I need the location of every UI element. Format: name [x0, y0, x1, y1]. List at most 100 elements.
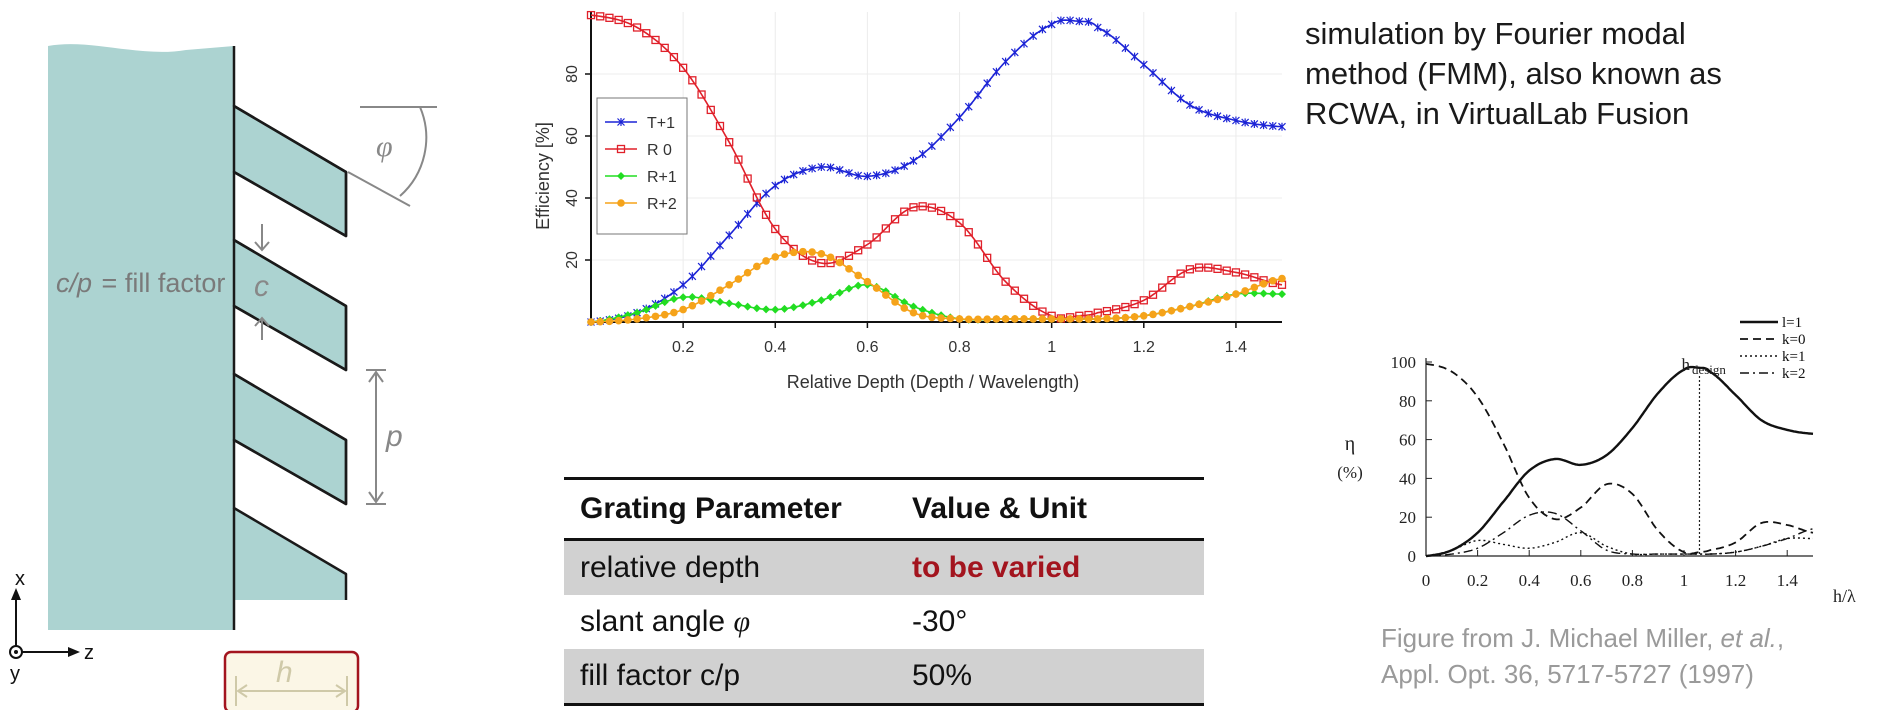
chart1-x-tick-label: 0.2: [672, 339, 694, 356]
chart1-y-axis-label: Efficiency [%]: [533, 122, 553, 230]
chart2-series: [1425, 363, 1814, 558]
axis-x-label: x: [15, 568, 25, 590]
chart1-x-tick-labels: 0.2 0.4 0.6 0.8 1 1.2 1.4: [672, 339, 1247, 356]
value-slant-angle: -30°: [912, 605, 968, 638]
citation-etal: et al.: [1720, 623, 1777, 653]
chart1-x-tick-label: 0.6: [856, 339, 878, 356]
chart1-axes: [585, 12, 1282, 328]
chart2-x-tick-label: 0: [1422, 571, 1431, 590]
param-slant-angle-symbol: φ: [733, 605, 751, 638]
chart1-x-tick-label: 0.8: [948, 339, 970, 356]
chart2-y-tick-label: 40: [1399, 469, 1416, 488]
citation-prefix: Figure from J. Michael Miller,: [1381, 623, 1721, 653]
chart1-x-tick-label: 1: [1047, 339, 1056, 356]
chart1-series-0: [587, 16, 1286, 326]
chart2-legend-label: k=2: [1782, 366, 1805, 382]
chart1-x-tick-label: 1.2: [1133, 339, 1155, 356]
chart1-y-tick-labels: 20 40 60 80: [564, 65, 581, 269]
axis-z-label: z: [84, 642, 94, 664]
chart2-axes: [1425, 358, 1813, 557]
chart2-legend: l=1k=0k=1k=2: [1740, 315, 1805, 382]
description-line-1: simulation by Fourier modal: [1305, 16, 1686, 51]
description-line-3: RCWA, in VirtualLab Fusion: [1305, 96, 1690, 131]
chart1-legend-label: R+2: [647, 196, 677, 213]
grating-substrate: [48, 44, 234, 630]
fill-factor-equals: =: [102, 268, 118, 298]
chart2-x-tick-label: 1.2: [1725, 571, 1746, 590]
chart1-y-tick-label: 80: [564, 65, 581, 83]
chart2-x-tick-label: 1.4: [1777, 571, 1799, 590]
chart2-series-0: [1425, 365, 1814, 558]
chart2-x-tick-label: 1: [1680, 571, 1689, 590]
phi-angle-marker: [347, 106, 437, 207]
param-fill-factor: fill factor c/p: [564, 649, 896, 706]
chart1-y-tick-label: 60: [564, 127, 581, 145]
c-label: c: [254, 270, 269, 303]
simulation-description: simulation by Fourier modal method (FMM)…: [1305, 14, 1745, 134]
chart1-legend-label: R+1: [647, 169, 677, 186]
value-relative-depth: to be varied: [896, 539, 1204, 595]
chart1-series-markers: [587, 247, 1286, 326]
grating-profile-line: [232, 46, 348, 600]
chart1-series-markers: [587, 16, 1286, 326]
fill-factor-text: fill factor: [125, 268, 226, 298]
simulation-efficiency-chart: 0.2 0.4 0.6 0.8 1 1.2 1.4 20 40 60 80 Relative De…: [533, 10, 1287, 392]
grating-parameter-table: Grating Parameter Value & Unit relative …: [564, 477, 1204, 706]
chart2-x-axis-label: h/λ: [1833, 586, 1856, 606]
citation-line-1: Figure from J. Michael Miller, et al.,: [1381, 620, 1784, 656]
chart2-series-1: [1425, 363, 1814, 555]
chart2-legend-label: k=0: [1782, 332, 1805, 348]
h-box: [223, 650, 360, 710]
chart2-y-tick-labels: 0 20 40 60 80 100: [1391, 353, 1417, 566]
chart2-legend-label: k=1: [1782, 349, 1805, 365]
chart2-x-tick-label: 0.2: [1467, 571, 1488, 590]
chart2-x-tick-label: 0.4: [1519, 571, 1541, 590]
value-fill-factor: 50%: [896, 649, 1204, 706]
chart2-y-tick-label: 80: [1399, 392, 1416, 411]
table-row: relative depth to be varied: [564, 539, 1204, 595]
chart2-x-tick-label: 0.6: [1570, 571, 1591, 590]
chart1-series-3: [587, 247, 1286, 326]
chart1-series-line: [590, 250, 1283, 323]
chart1-legend-label: T+1: [647, 115, 675, 132]
chart2-y-axis-unit: (%): [1337, 463, 1362, 482]
chart2-y-axis-label: η: [1345, 433, 1355, 455]
fill-factor-label: c/p = fill factor: [56, 268, 225, 298]
chart2-y-tick-label: 100: [1391, 353, 1417, 372]
chart1-x-axis-label: Relative Depth (Depth / Wavelength): [787, 372, 1079, 392]
figure-citation: Figure from J. Michael Miller, et al., A…: [1381, 620, 1784, 692]
description-line-2: method (FMM), also known as: [1305, 56, 1722, 91]
p-label: p: [385, 420, 403, 453]
chart1-series-line: [590, 14, 1283, 320]
chart1-y-tick-label: 20: [564, 251, 581, 269]
axis-y-label: y: [10, 663, 20, 685]
header-value-unit: Value & Unit: [896, 477, 1204, 541]
grating-teeth: [232, 104, 348, 600]
header-grating-parameter: Grating Parameter: [564, 477, 896, 541]
citation-line-2: Appl. Opt. 36, 5717-5727 (1997): [1381, 659, 1754, 689]
chart1-x-tick-label: 1.4: [1225, 339, 1247, 356]
chart2-y-tick-label: 0: [1408, 547, 1417, 566]
h-label: h: [276, 656, 293, 689]
chart2-hdesign-main: h: [1681, 355, 1690, 374]
citation-suffix: ,: [1776, 623, 1785, 653]
chart2-series-3: [1426, 511, 1814, 557]
param-slant-angle: slant angle φ: [564, 595, 896, 649]
h-dimension-arrow: [235, 676, 348, 706]
table-row: fill factor c/p 50%: [564, 649, 1204, 706]
chart1-series-line: [590, 19, 1283, 323]
chart2-y-tick-label: 20: [1399, 508, 1416, 527]
chart2-hdesign-label: h design: [1681, 355, 1726, 377]
chart2-y-tick-label: 60: [1399, 431, 1416, 450]
chart2-legend-label: l=1: [1782, 315, 1802, 331]
grating-diagram: c p φ c/p = fill factor h x z: [9, 44, 437, 710]
chart2-x-tick-label: 0.8: [1622, 571, 1643, 590]
chart2-hdesign-sub: design: [1692, 362, 1726, 377]
chart1-legend-label: R 0: [647, 142, 672, 159]
coordinate-axes: [9, 588, 80, 659]
phi-label: φ: [376, 130, 393, 163]
chart1-y-tick-label: 40: [564, 189, 581, 207]
chart1-legend: T+1 R 0 R+1 R+2: [596, 97, 688, 235]
chart1-x-tick-label: 0.4: [764, 339, 786, 356]
